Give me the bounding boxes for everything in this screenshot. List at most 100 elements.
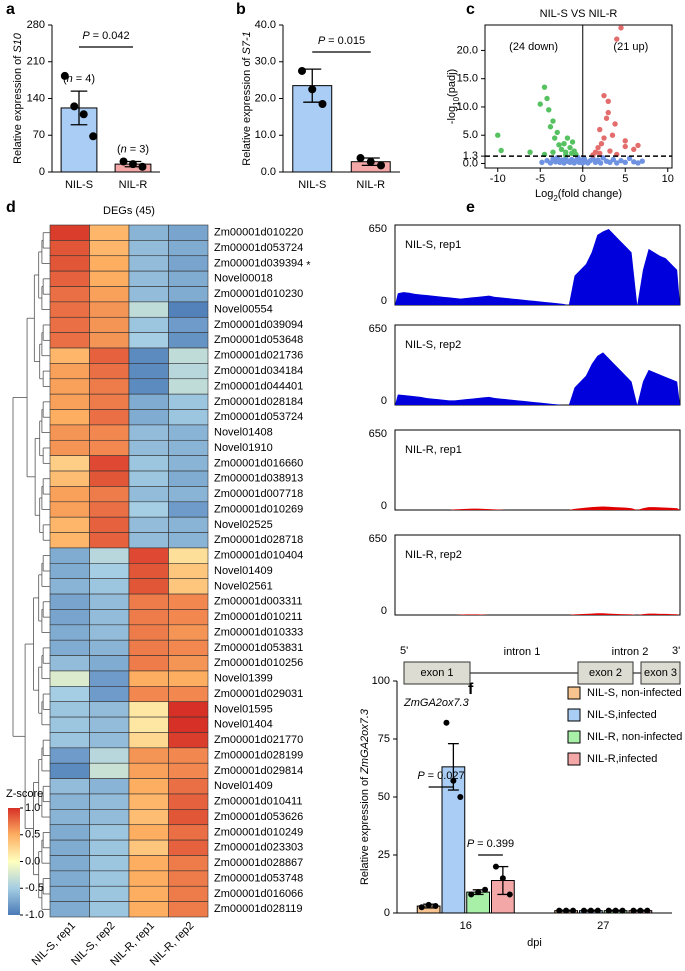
x-tick-label: 0 bbox=[580, 173, 586, 185]
data-point bbox=[475, 889, 482, 896]
heatmap-cell bbox=[168, 563, 209, 579]
n-label-part: ( bbox=[63, 73, 67, 85]
heatmap-cell bbox=[168, 455, 209, 472]
data-point bbox=[569, 139, 576, 145]
row-label: Zm00001d016066 bbox=[214, 888, 303, 900]
heatmap-cell bbox=[168, 393, 209, 410]
row-label: Novel01595 bbox=[214, 703, 273, 715]
row-label: Zm00001d010230 bbox=[214, 288, 303, 300]
data-point bbox=[425, 901, 432, 908]
data-point bbox=[556, 907, 563, 914]
heatmap-cell bbox=[168, 885, 209, 902]
heatmap-cell bbox=[128, 762, 169, 779]
coverage-area bbox=[395, 613, 680, 615]
data-point bbox=[119, 157, 128, 166]
n-label-part: n bbox=[121, 143, 127, 155]
heatmap-cell bbox=[49, 839, 90, 856]
heatmap-cell bbox=[49, 409, 90, 426]
colorbar-tick-label: 0.5 bbox=[25, 829, 40, 841]
heatmap-cell bbox=[49, 855, 90, 872]
row-label: Zm00001d053831 bbox=[214, 642, 303, 654]
y-tick-label: 10.0 bbox=[255, 129, 276, 141]
heatmap-cell bbox=[168, 670, 209, 687]
data-point bbox=[567, 144, 573, 151]
y-axis-label-part: ZmGA2ox7.3 bbox=[359, 708, 371, 775]
colorbar-tick-label: -1.0 bbox=[25, 909, 44, 921]
heatmap-cell bbox=[49, 701, 90, 718]
x-tick-label: 27 bbox=[597, 920, 609, 932]
heatmap-cell bbox=[168, 809, 209, 826]
data-point bbox=[89, 132, 98, 141]
intron-label: intron 2 bbox=[612, 646, 649, 658]
y-axis-label: -log10(padj) bbox=[446, 69, 461, 124]
data-point bbox=[70, 102, 79, 111]
data-point bbox=[552, 135, 558, 141]
legend-swatch bbox=[567, 686, 581, 700]
heatmap-cell bbox=[168, 332, 209, 349]
track-label: NIL-S, rep2 bbox=[405, 339, 461, 351]
heatmap-cell bbox=[49, 501, 90, 518]
row-label: Zm00001d039094 bbox=[214, 319, 303, 331]
row-label: Novel02525 bbox=[214, 519, 273, 531]
legend-swatch bbox=[567, 730, 581, 744]
heatmap-cell bbox=[49, 686, 90, 703]
data-point bbox=[499, 875, 506, 882]
heatmap-cell bbox=[168, 578, 209, 595]
p-value: P = 0.042 bbox=[82, 30, 129, 42]
heatmap-cell bbox=[128, 578, 169, 595]
track-label: NIL-R, rep1 bbox=[405, 444, 462, 456]
colorbar bbox=[8, 808, 20, 915]
data-point bbox=[366, 157, 375, 166]
heatmap-cell bbox=[168, 701, 209, 718]
y-axis-label-part: Relative expression of bbox=[241, 57, 253, 166]
data-point bbox=[635, 160, 641, 166]
data-point bbox=[544, 95, 550, 102]
data-point bbox=[614, 160, 620, 166]
heatmap-cell bbox=[89, 855, 130, 872]
heatmap-cell bbox=[128, 240, 169, 257]
row-label: Zm00001d034184 bbox=[214, 365, 303, 377]
heatmap-cell bbox=[89, 547, 130, 564]
heatmap-cell bbox=[168, 762, 209, 779]
heatmap-cell bbox=[89, 393, 130, 410]
heatmap-cell bbox=[49, 393, 90, 410]
data-point bbox=[547, 124, 554, 130]
track-y-label: 650 bbox=[369, 323, 387, 335]
heatmap-cell bbox=[128, 301, 169, 318]
heatmap-cell bbox=[89, 486, 130, 503]
data-point bbox=[492, 863, 499, 870]
data-point bbox=[580, 907, 587, 914]
heatmap-cell bbox=[89, 609, 130, 626]
chart-title: DEGs (45) bbox=[103, 205, 155, 217]
heatmap-cell bbox=[168, 516, 209, 533]
data-point bbox=[622, 138, 628, 144]
heatmap-cell bbox=[89, 378, 130, 395]
heatmap-cell bbox=[49, 547, 90, 564]
track-frame bbox=[394, 324, 681, 406]
y-tick-label: 40.0 bbox=[255, 19, 276, 31]
data-point bbox=[614, 36, 620, 42]
heatmap-cell bbox=[168, 255, 209, 272]
heatmap-cell bbox=[49, 439, 90, 456]
heatmap-cell bbox=[128, 901, 169, 918]
heatmap-cell bbox=[168, 870, 209, 887]
heatmap-cell bbox=[168, 424, 209, 441]
heatmap-cell bbox=[89, 809, 130, 826]
heatmap-cell bbox=[168, 855, 209, 872]
heatmap-cell bbox=[128, 455, 169, 472]
data-point bbox=[450, 777, 457, 784]
data-point bbox=[527, 149, 533, 155]
panel-label: e bbox=[466, 199, 475, 216]
data-point bbox=[539, 159, 545, 166]
heatmap-cell bbox=[168, 409, 209, 426]
data-point bbox=[619, 907, 626, 914]
heatmap-cell bbox=[49, 270, 90, 287]
heatmap-cell bbox=[89, 732, 130, 749]
data-point bbox=[587, 907, 594, 914]
p-value-part: = 0.015 bbox=[328, 35, 365, 47]
heatmap-cell bbox=[128, 501, 169, 518]
heatmap-cell bbox=[49, 255, 90, 272]
data-point bbox=[506, 891, 513, 898]
p-value-part: = 0.399 bbox=[477, 838, 514, 850]
data-point bbox=[631, 146, 637, 153]
